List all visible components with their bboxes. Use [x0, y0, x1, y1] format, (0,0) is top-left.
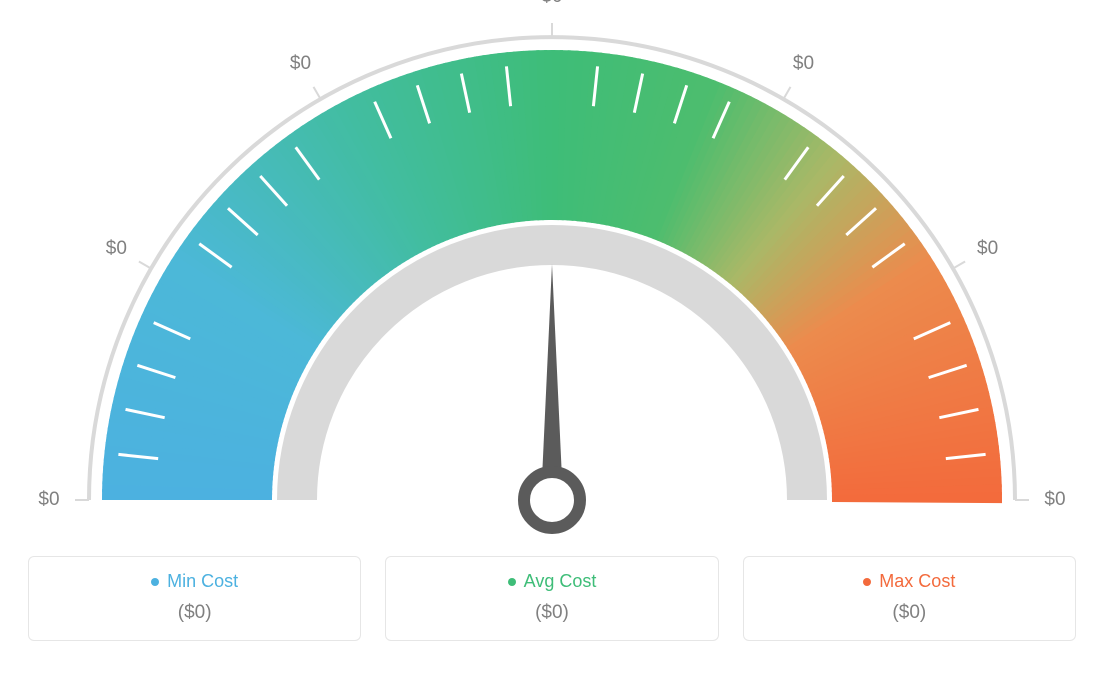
- legend-dot-max: [863, 578, 871, 586]
- legend-dot-avg: [508, 578, 516, 586]
- gauge-tick-label: $0: [38, 489, 59, 511]
- legend-label-avg: Avg Cost: [524, 571, 597, 592]
- gauge-tick-label: $0: [106, 238, 127, 260]
- legend-card-avg: Avg Cost ($0): [385, 556, 718, 641]
- legend-title-min: Min Cost: [151, 571, 238, 592]
- cost-gauge-chart: $0 $0 $0 $0 $0 $0 $0 Min Cost ($0) Avg Cost ($…: [0, 0, 1104, 690]
- gauge-svg: [0, 0, 1104, 560]
- gauge-tick-label: $0: [541, 0, 562, 8]
- legend-title-avg: Avg Cost: [508, 571, 597, 592]
- legend-card-max: Max Cost ($0): [743, 556, 1076, 641]
- gauge-tick-label: $0: [290, 53, 311, 75]
- gauge-tick-label: $0: [1044, 489, 1065, 511]
- gauge-tick-label: $0: [977, 238, 998, 260]
- gauge-area: $0 $0 $0 $0 $0 $0 $0: [0, 0, 1104, 550]
- legend-label-max: Max Cost: [879, 571, 955, 592]
- legend-value-avg: ($0): [386, 602, 717, 624]
- legend-title-max: Max Cost: [863, 571, 955, 592]
- gauge-tick-label: $0: [793, 53, 814, 75]
- legend-dot-min: [151, 578, 159, 586]
- legend-card-min: Min Cost ($0): [28, 556, 361, 641]
- legend-label-min: Min Cost: [167, 571, 238, 592]
- legend-value-min: ($0): [29, 602, 360, 624]
- legend-row: Min Cost ($0) Avg Cost ($0) Max Cost ($0…: [0, 556, 1104, 641]
- legend-value-max: ($0): [744, 602, 1075, 624]
